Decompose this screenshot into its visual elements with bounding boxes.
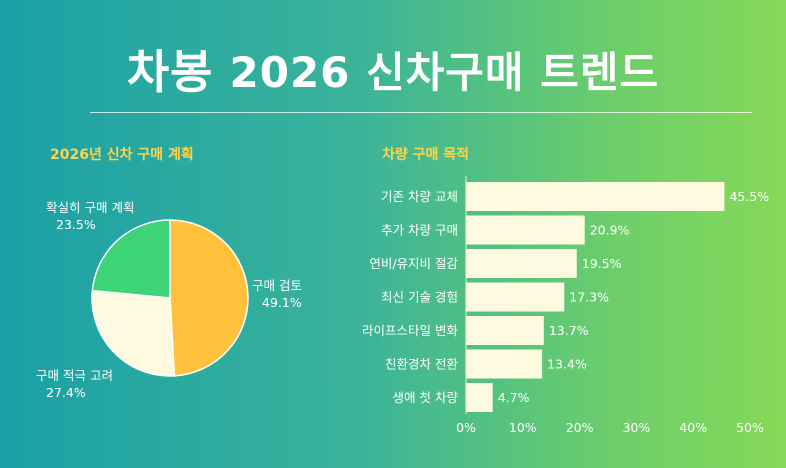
x-tick-label: 50% [736, 420, 764, 435]
bar-chart-title: 차량 구매 목적 [382, 147, 470, 163]
bar-value-label: 17.3% [569, 290, 609, 305]
bar [466, 316, 544, 345]
title-row: 차봉 2026 신차구매 트렌드 [0, 34, 786, 104]
bar-category-label: 기존 차량 교체 [381, 189, 458, 204]
pie-slice-value: 27.4% [46, 385, 86, 400]
pie-slice [91, 219, 171, 299]
x-tick-label: 0% [456, 420, 476, 435]
pie-slice [91, 289, 176, 377]
x-tick-label: 40% [679, 420, 707, 435]
bar [466, 282, 565, 312]
bar-value-label: 45.5% [729, 189, 769, 204]
pie-chart-title: 2026년 신차 구매 계획 [50, 147, 194, 163]
bar-value-label: 13.7% [549, 323, 589, 338]
x-tick-label: 20% [566, 420, 594, 435]
brand-logo: 차봉 [126, 45, 214, 99]
bar-category-label: 생애 첫 차량 [393, 390, 459, 405]
bar-value-label: 19.5% [582, 256, 622, 271]
bar [466, 383, 493, 412]
bar-category-label: 최신 기술 경험 [381, 290, 458, 305]
bar [466, 349, 543, 379]
pie-slice-value: 23.5% [56, 217, 96, 232]
bar-category-label: 추가 차량 구매 [381, 223, 458, 238]
bar-category-label: 친환경차 전환 [385, 357, 458, 372]
x-tick-label: 10% [509, 420, 537, 435]
bar-category-label: 연비/유지비 절감 [369, 256, 458, 271]
bar-value-label: 4.7% [498, 390, 530, 405]
bar-value-label: 13.4% [547, 357, 587, 372]
bar [466, 215, 585, 245]
bar [466, 249, 577, 278]
bar-category-label: 라이프스타일 변화 [362, 323, 458, 338]
bar [466, 182, 725, 211]
bar-value-label: 20.9% [590, 223, 630, 238]
x-tick-label: 30% [623, 420, 651, 435]
pie-slice-label: 구매 적극 고려 [36, 368, 113, 383]
pie-slice-value: 49.1% [262, 295, 302, 310]
pie-slice [169, 219, 249, 377]
pie-slice-label: 확실히 구매 계획 [46, 200, 134, 215]
title-divider [90, 112, 752, 113]
pie-slice-label: 구매 검토 [252, 278, 302, 293]
page-title: 2026 신차구매 트렌드 [229, 47, 660, 97]
